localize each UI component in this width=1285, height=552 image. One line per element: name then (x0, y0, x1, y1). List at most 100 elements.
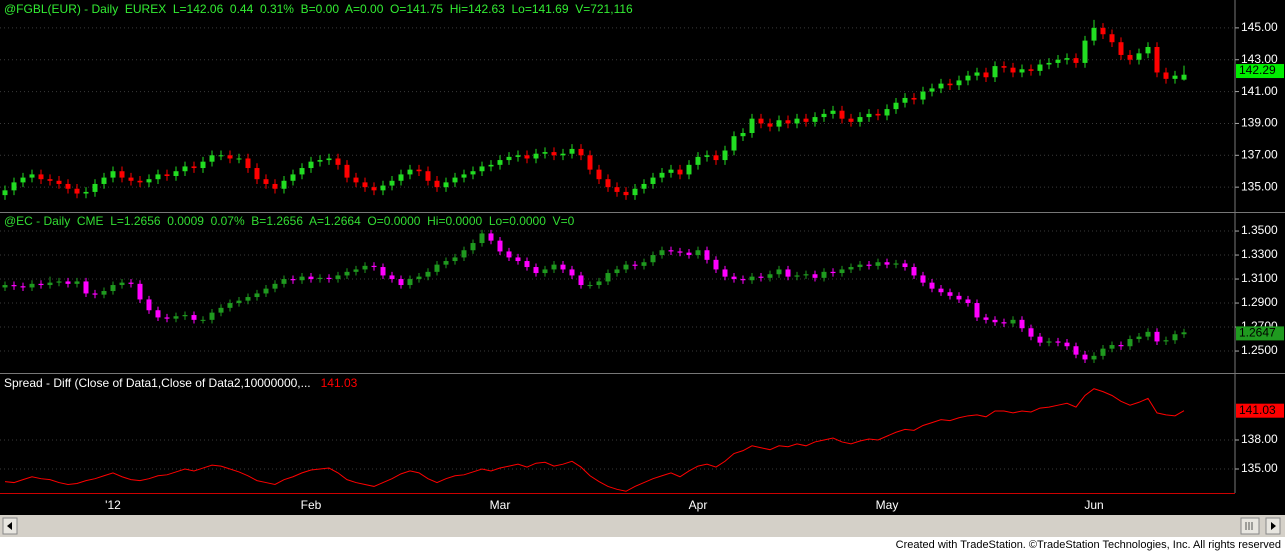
candle-body (1001, 66, 1007, 68)
candle-body (542, 269, 548, 274)
candle-body (785, 269, 791, 277)
candle-body (695, 156, 701, 165)
candle-body (785, 120, 791, 124)
pane-title: Spread - Diff (Close of Data1,Close of D… (4, 376, 311, 390)
candle-body (560, 264, 566, 270)
candle-body (542, 152, 548, 154)
candle-body (1127, 54, 1133, 60)
x-tick-label: Apr (689, 498, 708, 512)
candle-body (803, 118, 809, 122)
y-tick-label: 1.2500 (1241, 343, 1278, 357)
candle-body (1037, 64, 1043, 71)
candle-body (200, 319, 206, 321)
candle-body (1001, 322, 1007, 324)
candle-body (20, 286, 26, 288)
y-tick-label: 138.00 (1241, 432, 1278, 446)
last-price-label: 142.29 (1239, 63, 1276, 77)
candle-body (632, 188, 638, 196)
candle-body (254, 293, 260, 298)
grip-icon (1245, 522, 1253, 530)
candle-body (1073, 346, 1079, 355)
candle-body (227, 303, 233, 308)
candle-body (47, 282, 53, 286)
candle-body (83, 191, 89, 194)
candle-body (1064, 342, 1070, 347)
footer-bar (0, 537, 1285, 552)
candle-body (389, 180, 395, 186)
last-price-label: 141.03 (1239, 403, 1276, 417)
candle-body (1019, 69, 1025, 73)
candle-body (1037, 336, 1043, 343)
candle-body (731, 276, 737, 280)
candle-body (506, 251, 512, 258)
candle-body (344, 164, 350, 178)
candle-body (857, 264, 863, 268)
candle-body (452, 177, 458, 183)
candle-body (524, 155, 530, 159)
scrollbar[interactable] (0, 515, 1285, 537)
candle-body (182, 315, 188, 317)
candle-body (1145, 46, 1151, 54)
candle-body (344, 271, 350, 276)
candle-body (38, 283, 44, 286)
candle-body (245, 297, 251, 301)
candle-body (92, 183, 98, 192)
candle-body (416, 276, 422, 280)
candle-body (848, 118, 854, 122)
candle-body (1100, 27, 1106, 35)
candle-body (533, 153, 539, 159)
candle-body (470, 171, 476, 175)
candle-body (749, 276, 755, 281)
last-price-box (1236, 326, 1284, 341)
candle-body (668, 250, 674, 252)
candle-body (56, 180, 62, 184)
candle-body (299, 168, 305, 175)
y-tick-label: 135.00 (1241, 461, 1278, 475)
candle-body (488, 233, 494, 241)
arrow-icon (1271, 522, 1276, 530)
candle-body (434, 180, 440, 188)
candle-body (29, 283, 35, 288)
candle-body (587, 285, 593, 287)
candle-body (758, 118, 764, 124)
candle-body (767, 274, 773, 278)
candle-body (749, 118, 755, 133)
candle-body (1136, 336, 1142, 340)
candle-body (722, 269, 728, 277)
candle-body (1091, 355, 1097, 360)
y-tick-label: 1.3500 (1241, 223, 1278, 237)
candle-body (470, 243, 476, 251)
candle-body (965, 75, 971, 81)
candle-body (578, 275, 584, 286)
candle-body (371, 187, 377, 191)
candle-body (1145, 331, 1151, 337)
candle-body (578, 148, 584, 156)
candle-body (488, 164, 494, 167)
candle-body (632, 264, 638, 266)
candle-body (290, 279, 296, 281)
candle-body (497, 240, 503, 252)
candle-body (335, 275, 341, 280)
scroll-thumb[interactable] (1240, 517, 1260, 535)
candle-body (560, 153, 566, 156)
candle-body (209, 312, 215, 320)
candle-body (812, 274, 818, 278)
candle-body (137, 180, 143, 183)
candle-body (1010, 319, 1016, 324)
candle-body (83, 281, 89, 294)
candle-body (119, 171, 125, 178)
candle-body (497, 160, 503, 165)
candle-body (686, 252, 692, 256)
candle-body (848, 267, 854, 270)
candle-body (641, 262, 647, 266)
candle-body (659, 250, 665, 256)
y-tick-label: 139.00 (1241, 116, 1278, 130)
candle-body (515, 257, 521, 262)
candle-body (1082, 354, 1088, 360)
candle-body (1127, 339, 1133, 347)
candle-body (290, 174, 296, 181)
candle-body (1181, 74, 1187, 80)
candle-body (65, 183, 71, 189)
candle-body (515, 155, 521, 157)
candle-body (110, 285, 116, 292)
